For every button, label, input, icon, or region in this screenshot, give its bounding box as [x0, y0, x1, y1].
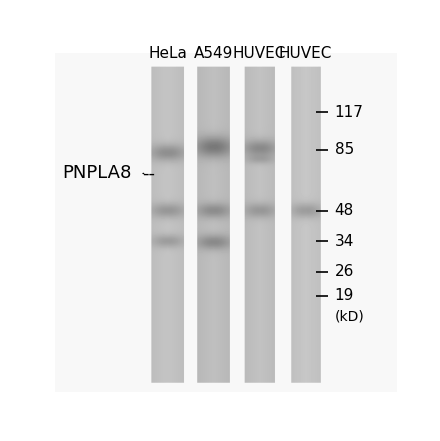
Text: 34: 34 [334, 234, 354, 249]
Text: 19: 19 [334, 288, 354, 303]
Text: 85: 85 [334, 142, 354, 157]
Text: HUVEC: HUVEC [233, 46, 286, 61]
Text: HUVEC: HUVEC [279, 46, 332, 61]
Text: (kD): (kD) [334, 309, 364, 323]
Text: HeLa: HeLa [148, 46, 187, 61]
Text: 48: 48 [334, 203, 354, 218]
Text: PNPLA8: PNPLA8 [62, 164, 131, 183]
Text: A549: A549 [194, 46, 233, 61]
Text: --: -- [142, 164, 155, 183]
Text: 26: 26 [334, 265, 354, 280]
Text: 117: 117 [334, 105, 363, 120]
